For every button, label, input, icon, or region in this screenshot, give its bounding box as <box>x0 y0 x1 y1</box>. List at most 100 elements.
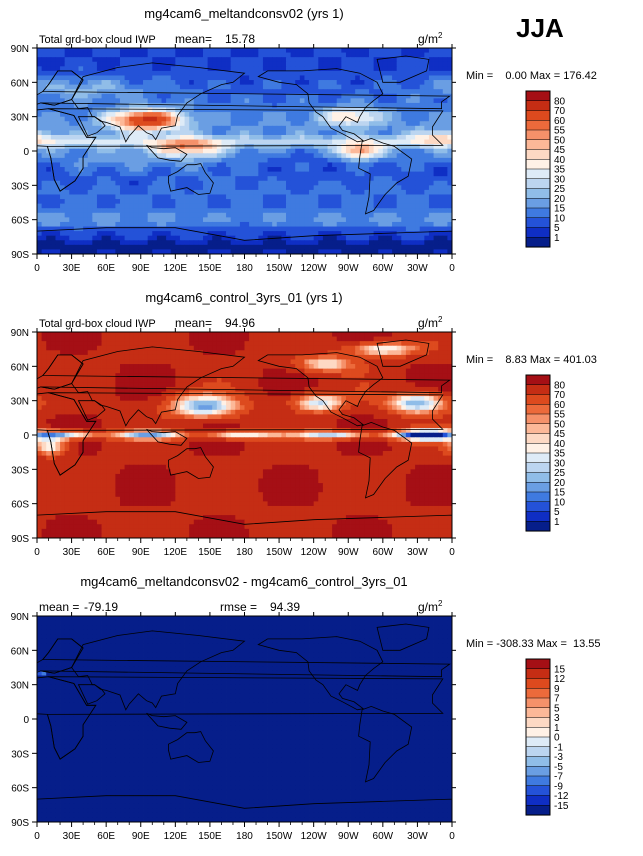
lon-tick-label: 60E <box>97 831 115 842</box>
colorbar-swatch <box>525 423 551 435</box>
coastline-greenland <box>376 55 430 83</box>
colorbar-level-label: 15 <box>554 488 566 499</box>
colorbar-level-label: 50 <box>554 135 566 146</box>
lon-tick-label: 90E <box>132 831 150 842</box>
variable-label: Total grd-box cloud IWP <box>39 34 156 46</box>
colorbar-swatch <box>525 100 551 112</box>
colorbar-swatch <box>525 168 551 180</box>
mean-label: mean = <box>39 600 79 614</box>
lon-tick-label: 0 <box>34 831 40 842</box>
colorbar-swatch <box>525 384 551 396</box>
lat-tick-label: 90S <box>11 250 29 261</box>
rmse-label: rmse = <box>220 600 257 614</box>
panel-title: mg4cam6_meltandconsv02 - mg4cam6_control… <box>80 574 407 589</box>
colorbar-swatch <box>525 404 551 415</box>
lon-tick-label: 120W <box>301 831 328 842</box>
colorbar-level-label: 1 <box>554 233 560 244</box>
lat-tick-label: 60S <box>11 500 29 511</box>
colorbar-swatch <box>525 756 551 767</box>
colorbar-level-label: 10 <box>554 497 566 508</box>
min-max-label: Min = 0.00 Max = 176.42 <box>466 70 597 82</box>
colorbar-swatch <box>525 120 551 131</box>
coastlines <box>37 339 452 538</box>
colorbar-swatch <box>525 717 551 728</box>
coastline-samerica <box>358 137 413 215</box>
colorbar-swatch <box>525 139 551 151</box>
colorbar-swatch <box>525 374 551 386</box>
colorbar-level-label: 35 <box>554 449 566 460</box>
lat-tick-label: 0 <box>23 147 29 158</box>
colorbar-level-label: 45 <box>554 429 566 440</box>
lat-tick-label: 0 <box>23 715 29 726</box>
colorbar-level-label: 5 <box>554 703 560 714</box>
coastline-samerica <box>358 705 413 783</box>
lon-tick-label: 60E <box>97 263 115 274</box>
unit-label: g/m2 <box>418 599 443 614</box>
colorbar-level-label: -9 <box>554 781 563 792</box>
lon-tick-label: 120W <box>301 263 328 274</box>
colorbar-level-label: 0 <box>554 733 560 744</box>
colorbar-swatch <box>525 688 551 699</box>
colorbar-swatch <box>525 129 551 141</box>
mean-value: 94.96 <box>225 316 255 330</box>
colorbar-level-label: 35 <box>554 165 566 176</box>
colorbar-swatch <box>525 413 551 425</box>
coastline-indon <box>146 712 188 730</box>
lat-tick-label: 30N <box>11 397 29 408</box>
colorbar-level-label: -1 <box>554 742 563 753</box>
colorbar-level-label: -5 <box>554 762 563 773</box>
lon-tick-label: 60W <box>373 263 394 274</box>
lat-tick-label: 30S <box>11 749 29 760</box>
colorbar-swatch <box>525 110 551 121</box>
lon-tick-label: 90W <box>338 831 359 842</box>
colorbar-swatch <box>525 178 551 190</box>
lon-tick-label: 60E <box>97 547 115 558</box>
min-max-label: Min = -308.33 Max = 13.55 <box>466 638 601 650</box>
colorbar-level-label: 10 <box>554 213 566 224</box>
colorbar-level-label: 50 <box>554 419 566 430</box>
mean-value: -79.19 <box>84 600 118 614</box>
coastline-antarctica <box>37 511 452 538</box>
colorbar-level-label: 30 <box>554 174 566 185</box>
coastline-arabia <box>77 684 106 705</box>
colorbar-level-label: 80 <box>554 380 566 391</box>
unit-label: g/m2 <box>418 315 443 330</box>
lon-tick-label: 180 <box>236 547 253 558</box>
colorbar-swatch <box>525 237 551 248</box>
colorbar-swatch <box>525 90 551 102</box>
colorbar-level-label: 5 <box>554 223 560 234</box>
colorbar-level-label: 45 <box>554 145 566 156</box>
colorbar-swatch <box>525 668 551 680</box>
coastline-namerica <box>257 352 384 427</box>
lon-tick-label: 0 <box>449 831 455 842</box>
min-max-label: Min = 8.83 Max = 401.03 <box>466 354 597 366</box>
colorbar-swatch <box>525 394 551 405</box>
colorbar-swatch <box>525 443 551 454</box>
lon-tick-label: 180 <box>236 831 253 842</box>
map-field <box>37 48 453 255</box>
coastline-arabia <box>77 116 106 137</box>
colorbar-level-label: 15 <box>554 204 566 215</box>
colorbar-swatch <box>525 227 551 238</box>
colorbar-swatch <box>525 678 551 689</box>
lat-tick-label: 60S <box>11 784 29 795</box>
lat-tick-label: 30S <box>11 181 29 192</box>
colorbar-swatch <box>525 198 551 209</box>
lat-tick-label: 90S <box>11 534 29 545</box>
lon-tick-label: 120E <box>164 263 188 274</box>
colorbar-level-label: 25 <box>554 184 566 195</box>
lat-tick-label: 60S <box>11 216 29 227</box>
colorbar-level-label: 3 <box>554 713 560 724</box>
panel-3: mg4cam6_meltandconsv02 - mg4cam6_control… <box>11 574 601 842</box>
colorbar-level-label: 5 <box>554 507 560 518</box>
colorbar-swatch <box>525 149 551 160</box>
colorbar-level-label: 1 <box>554 723 560 734</box>
lon-tick-label: 0 <box>34 263 40 274</box>
mean-value: 15.78 <box>225 32 255 46</box>
coastline-indon <box>146 144 188 162</box>
colorbar-swatch <box>525 452 551 464</box>
colorbar-swatch <box>525 746 551 758</box>
lat-tick-label: 60N <box>11 78 29 89</box>
coastline-indon <box>146 428 188 446</box>
